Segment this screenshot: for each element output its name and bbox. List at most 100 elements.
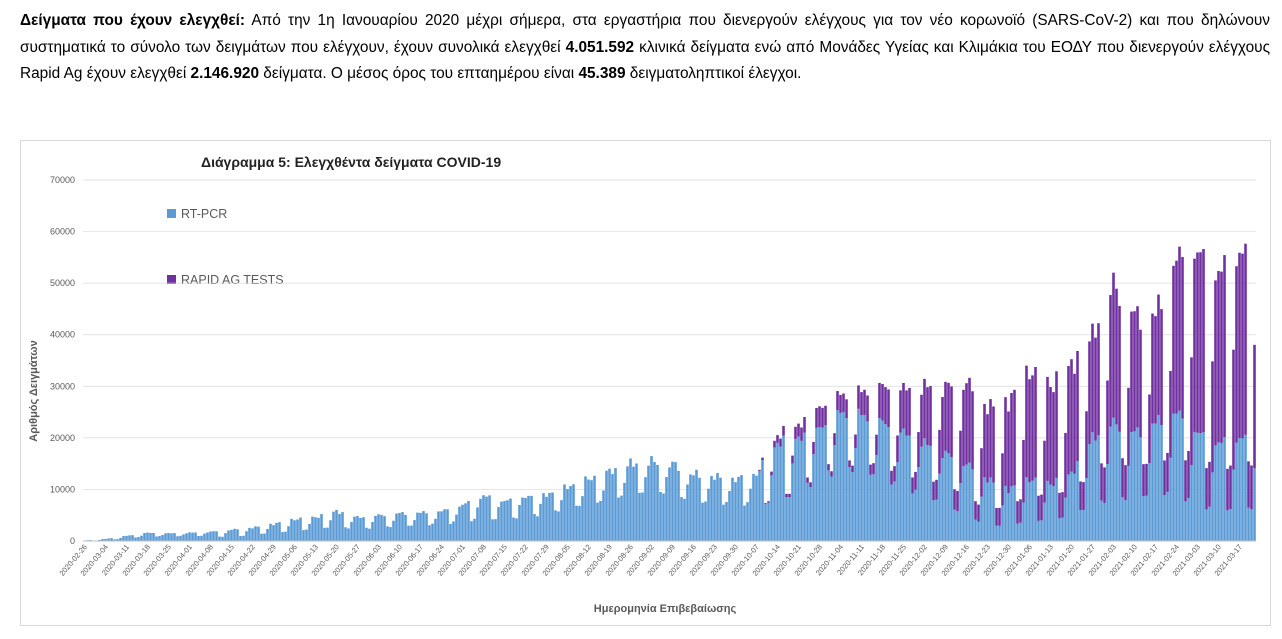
bar-rtpcr bbox=[161, 535, 164, 541]
bar-rapid bbox=[941, 396, 944, 459]
bar-rtpcr bbox=[251, 528, 254, 541]
bar-rapid bbox=[1157, 294, 1160, 416]
bar-rtpcr bbox=[737, 476, 740, 541]
bar-rtpcr bbox=[896, 462, 899, 541]
bar-rapid bbox=[968, 377, 971, 463]
bar-rtpcr bbox=[809, 487, 812, 541]
bar-rtpcr bbox=[1142, 496, 1145, 541]
bar-rtpcr bbox=[176, 536, 179, 541]
bar-rapid bbox=[1223, 255, 1226, 438]
bar-rtpcr bbox=[1244, 434, 1247, 541]
bar-rtpcr bbox=[677, 470, 680, 541]
bar-rapid bbox=[758, 469, 761, 471]
bar-rtpcr bbox=[449, 523, 452, 541]
bar-rtpcr bbox=[1187, 497, 1190, 541]
bar-rtpcr bbox=[977, 521, 980, 541]
bar-rtpcr bbox=[662, 493, 665, 541]
bar-rtpcr bbox=[1064, 497, 1067, 541]
bar-rapid bbox=[812, 441, 815, 455]
bar-rapid bbox=[911, 477, 914, 494]
bar-rapid bbox=[1226, 468, 1229, 511]
bar-rtpcr bbox=[1079, 510, 1082, 541]
summary-text-4: δειγματοληπτικοί έλεγχοι. bbox=[625, 65, 802, 82]
bar-rtpcr bbox=[929, 445, 932, 541]
summary-heading: Δείγματα που έχουν ελεγχθεί bbox=[20, 12, 240, 29]
bar-rapid bbox=[1148, 394, 1151, 464]
bar-rapid bbox=[983, 403, 986, 478]
bar-rtpcr bbox=[824, 425, 827, 541]
bar-rapid bbox=[857, 385, 860, 409]
bar-rtpcr bbox=[1070, 471, 1073, 541]
bar-rtpcr bbox=[431, 523, 434, 541]
bar-rtpcr bbox=[989, 477, 992, 541]
bar-rtpcr bbox=[461, 504, 464, 541]
bar-rtpcr bbox=[434, 518, 437, 541]
bar-rtpcr bbox=[374, 515, 377, 541]
bar-rtpcr bbox=[860, 415, 863, 541]
bar-rtpcr bbox=[791, 463, 794, 541]
bar-rapid bbox=[1121, 458, 1124, 498]
bar-rtpcr bbox=[755, 475, 758, 541]
bar-rtpcr bbox=[290, 518, 293, 541]
bar-rtpcr bbox=[1043, 502, 1046, 541]
bar-rtpcr bbox=[380, 514, 383, 541]
bar-rapid bbox=[965, 383, 968, 465]
bar-rtpcr bbox=[950, 457, 953, 541]
bar-rtpcr bbox=[314, 517, 317, 541]
bar-rapid bbox=[998, 507, 1001, 526]
bar-rtpcr bbox=[491, 519, 494, 541]
x-tick-labels: 2020-02-262020-03-042020-03-112020-03-18… bbox=[57, 543, 1244, 578]
bar-rapid bbox=[923, 378, 926, 439]
bar-rapid bbox=[773, 440, 776, 448]
bar-rtpcr bbox=[329, 520, 332, 541]
bar-rapid bbox=[779, 438, 782, 447]
bar-rtpcr bbox=[203, 533, 206, 541]
bar-rtpcr bbox=[1238, 438, 1241, 541]
bar-rtpcr bbox=[1193, 431, 1196, 541]
bar-rtpcr bbox=[542, 493, 545, 541]
bar-rtpcr bbox=[323, 527, 326, 541]
bar-rtpcr bbox=[881, 420, 884, 541]
bar-rapid bbox=[1103, 467, 1106, 504]
bar-rapid bbox=[992, 406, 995, 483]
bar-rapid bbox=[863, 389, 866, 415]
bar-rtpcr bbox=[1040, 520, 1043, 541]
bar-rtpcr bbox=[926, 445, 929, 541]
bar-rapid bbox=[1124, 465, 1127, 501]
bar-rtpcr bbox=[1178, 410, 1181, 541]
bar-rtpcr bbox=[119, 538, 122, 541]
bar-rtpcr bbox=[983, 477, 986, 541]
bar-rtpcr bbox=[242, 535, 245, 541]
bar-rtpcr bbox=[827, 470, 830, 541]
bar-rtpcr bbox=[623, 482, 626, 541]
bar-rtpcr bbox=[1130, 432, 1133, 541]
bar-rtpcr bbox=[629, 458, 632, 541]
bar-rapid bbox=[827, 464, 830, 471]
bar-rtpcr bbox=[1046, 480, 1049, 541]
bar-rapid bbox=[1064, 432, 1067, 498]
bar-rtpcr bbox=[980, 496, 983, 541]
bar-rtpcr bbox=[1082, 510, 1085, 541]
bar-rtpcr bbox=[1235, 442, 1238, 541]
bar-rapid bbox=[767, 501, 770, 503]
bar-rtpcr bbox=[587, 479, 590, 541]
bar-rtpcr bbox=[818, 427, 821, 541]
bar-rtpcr bbox=[1184, 501, 1187, 541]
bar-rtpcr bbox=[932, 500, 935, 541]
bar-rtpcr bbox=[914, 489, 917, 541]
bar-rtpcr bbox=[530, 495, 533, 541]
bar-rapid bbox=[1109, 295, 1112, 427]
bar-rapid bbox=[1091, 323, 1094, 433]
bar-rapid bbox=[1136, 306, 1139, 428]
bar-rtpcr bbox=[1031, 480, 1034, 541]
bar-rtpcr bbox=[359, 518, 362, 541]
bar-rtpcr bbox=[959, 483, 962, 541]
bar-rtpcr bbox=[1067, 474, 1070, 541]
bar-rtpcr bbox=[509, 498, 512, 541]
summary-text-2: κλινικά δείγματα ενώ από Μονάδες Υγείας … bbox=[20, 38, 1270, 83]
bar-rtpcr bbox=[1175, 413, 1178, 541]
bar-rtpcr bbox=[1172, 413, 1175, 541]
bar-rtpcr bbox=[149, 532, 152, 541]
bar-rapid bbox=[815, 408, 818, 428]
bar-rtpcr bbox=[803, 432, 806, 541]
